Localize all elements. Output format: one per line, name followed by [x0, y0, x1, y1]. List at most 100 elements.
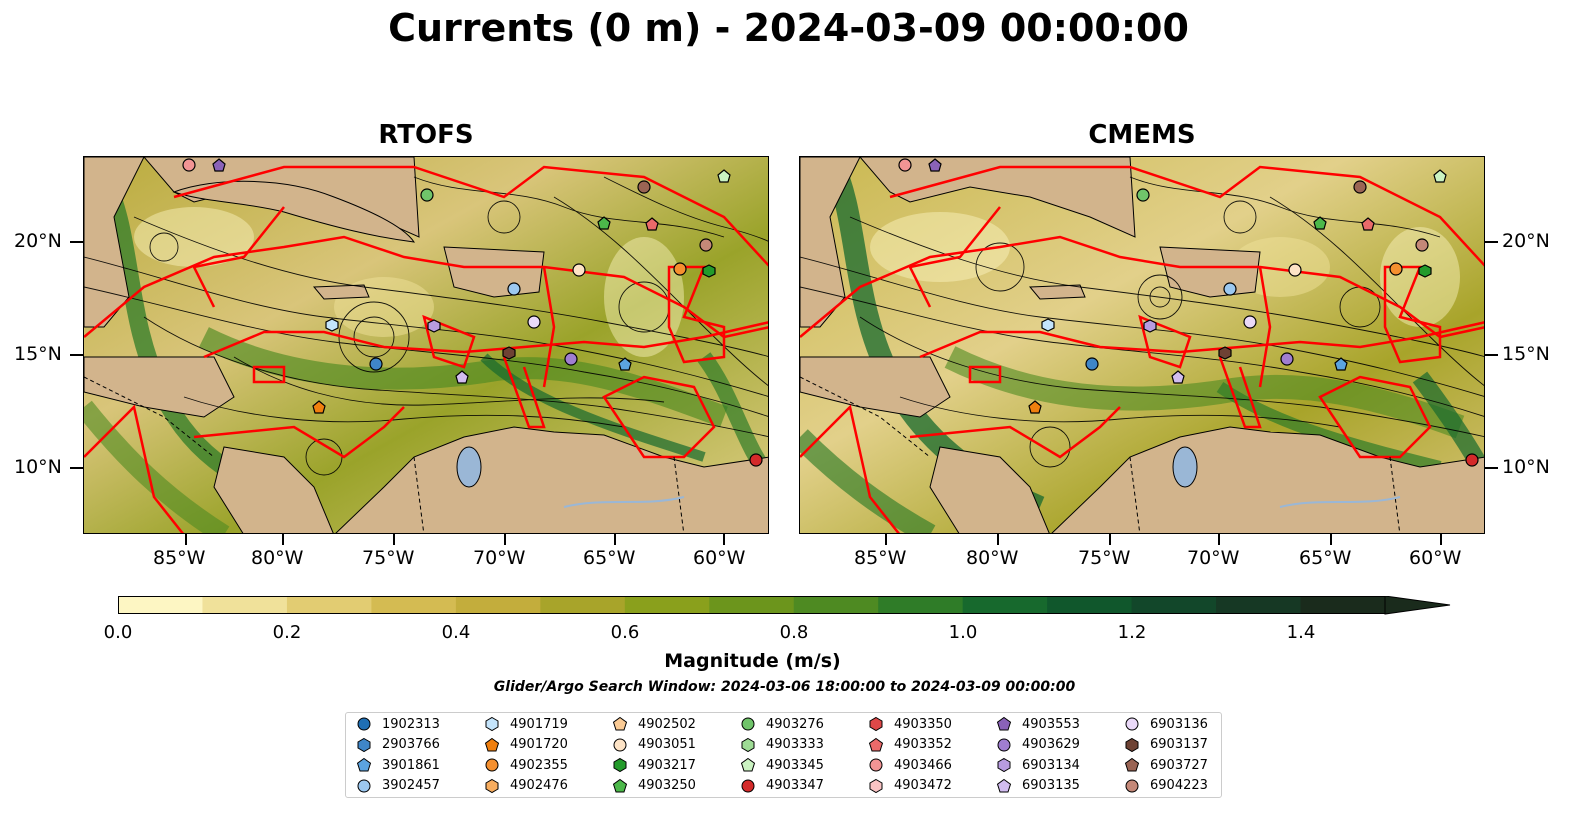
lat-label-20n-left: 20°N [14, 230, 62, 252]
colorbar-segment [709, 596, 795, 614]
lat-label-20n-right: 20°N [1502, 230, 1550, 252]
legend-item: 4903345 [740, 755, 824, 775]
circle-marker-icon [997, 738, 1011, 751]
legend-item-label: 4903472 [894, 778, 952, 793]
colorbar-segment [371, 596, 457, 614]
pentagon-marker-icon [612, 778, 628, 792]
hexagon-marker-icon [869, 716, 883, 732]
axis-ticks [70, 241, 1498, 545]
legend-item-label: 4903333 [766, 737, 824, 752]
hexagon-marker-icon [869, 778, 883, 793]
lon-label-75w-left: 75°W [362, 547, 415, 569]
colorbar-segment [1131, 596, 1217, 614]
legend-item-label: 4903347 [766, 778, 824, 793]
colorbar-tick-label: 0.2 [272, 622, 302, 643]
legend-item-label: 4903250 [638, 778, 696, 793]
colorbar-tick-label: 0.8 [779, 622, 809, 643]
legend-item-label: 2903766 [382, 737, 440, 752]
hexagon-marker-icon [357, 737, 371, 752]
colorbar [118, 596, 1451, 615]
colorbar-title: Magnitude (m/s) [664, 650, 841, 672]
map-panel-rtofs [83, 156, 769, 534]
lon-label-60w-left: 60°W [693, 547, 746, 569]
pentagon-marker-icon [484, 737, 500, 751]
hexagon-marker-icon [485, 778, 499, 793]
legend-item-label: 4901719 [510, 716, 568, 732]
circle-marker-icon [869, 758, 883, 772]
legend-item: 6903137 [1124, 735, 1208, 755]
circle-marker-icon [1125, 717, 1139, 731]
legend-item-label: 6903134 [1022, 757, 1080, 773]
legend-item: 4901720 [484, 735, 568, 755]
colorbar-segment [202, 596, 288, 614]
legend-item: 4903629 [996, 735, 1080, 755]
legend-item: 4902355 [484, 755, 568, 775]
lon-label-80w-left: 80°W [251, 547, 304, 569]
lon-label-65w-right: 65°W [1299, 547, 1352, 569]
legend-item: 4902502 [612, 714, 696, 734]
main-title: Currents (0 m) - 2024-03-09 00:00:00 [388, 6, 1189, 50]
colorbar-tick-label: 1.0 [948, 622, 978, 643]
circle-marker-icon [741, 779, 755, 792]
hexagon-marker-icon [741, 737, 755, 752]
legend-item: 6904223 [1124, 776, 1208, 796]
lon-label-75w-right: 75°W [1078, 547, 1131, 569]
legend-item-label: 4902355 [510, 757, 568, 773]
pentagon-marker-icon [740, 757, 756, 772]
hexagon-marker-icon [485, 716, 499, 732]
legend-item: 4903333 [740, 735, 824, 755]
legend-item-label: 4903051 [638, 737, 696, 752]
colorbar-segment [1216, 596, 1302, 614]
circle-marker-icon [613, 738, 627, 751]
hexagon-marker-icon [1125, 737, 1139, 752]
lat-label-15n-left: 15°N [14, 343, 62, 365]
colorbar-segment [1047, 596, 1133, 614]
colorbar-segment [793, 596, 879, 614]
legend-item-label: 6903137 [1150, 737, 1208, 752]
colorbar-segment [455, 596, 541, 614]
colorbar-segment [624, 596, 710, 614]
pentagon-marker-icon [612, 716, 628, 731]
colorbar-border [118, 596, 1386, 614]
legend-item-label: 4903466 [894, 757, 952, 773]
panel-title-rtofs: RTOFS [378, 120, 474, 150]
colorbar-extend-arrow [1384, 596, 1451, 615]
lat-label-10n-right: 10°N [1502, 456, 1550, 478]
legend-item: 4903250 [612, 776, 696, 796]
colorbar-segment [1300, 596, 1386, 614]
pentagon-marker-icon [1124, 757, 1140, 772]
hexagon-marker-icon [997, 757, 1011, 773]
lon-label-80w-right: 80°W [966, 547, 1019, 569]
legend-item-label: 4903553 [1022, 716, 1080, 732]
lon-label-65w-left: 65°W [583, 547, 636, 569]
legend-item-label: 4903629 [1022, 737, 1080, 752]
legend-item: 6903136 [1124, 714, 1208, 734]
legend-item: 4903466 [868, 755, 952, 775]
legend-item-label: 4902476 [510, 778, 568, 793]
legend-item: 4903051 [612, 735, 696, 755]
legend-item: 4903350 [868, 714, 952, 734]
pentagon-marker-icon [996, 716, 1012, 731]
lon-label-85w-right: 85°W [854, 547, 907, 569]
legend-item: 2903766 [356, 735, 440, 755]
map-panel-cmems [799, 156, 1485, 534]
pentagon-marker-icon [996, 778, 1012, 792]
panel-title-cmems: CMEMS [1088, 120, 1196, 150]
colorbar-tick-label: 1.4 [1286, 622, 1316, 643]
legend-item: 4903472 [868, 776, 952, 796]
map-canvas-rtofs [84, 157, 768, 533]
legend-item-label: 6903136 [1150, 716, 1208, 732]
colorbar-segment [286, 596, 372, 614]
colorbar-tick-label: 0.0 [103, 622, 133, 643]
legend-item-label: 4903217 [638, 757, 696, 773]
colorbar-segment [540, 596, 626, 614]
legend-item-label: 3902457 [382, 778, 440, 793]
legend-item-label: 6904223 [1150, 778, 1208, 793]
colorbar-segment [878, 596, 964, 614]
lat-label-10n-left: 10°N [14, 456, 62, 478]
lat-label-15n-right: 15°N [1502, 343, 1550, 365]
legend-item: 6903134 [996, 755, 1080, 775]
lon-label-70w-right: 70°W [1187, 547, 1240, 569]
legend-item: 4903217 [612, 755, 696, 775]
search-window-caption: Glider/Argo Search Window: 2024-03-06 18… [493, 679, 1076, 695]
